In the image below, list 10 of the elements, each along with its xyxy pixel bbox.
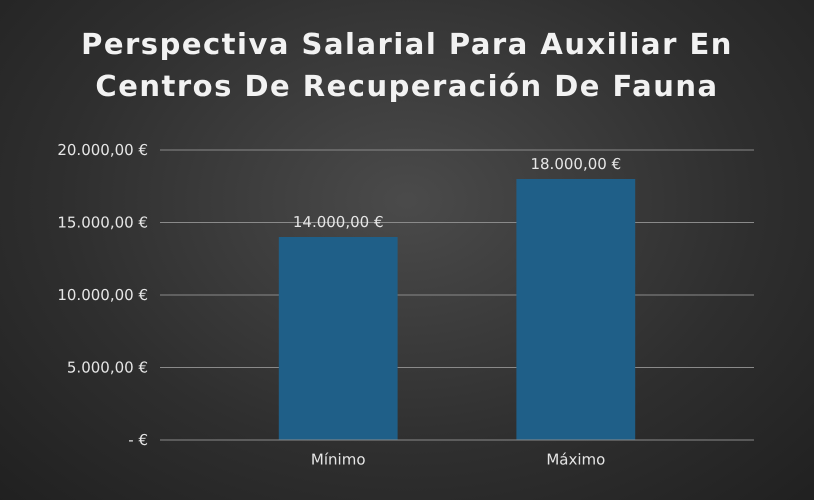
y-tick-label: 5.000,00 € [66, 358, 148, 376]
x-tick-label: Máximo [546, 450, 606, 469]
chart-title: Perspectiva Salarial Para Auxiliar En Centros De Recuperación De Fauna [81, 27, 733, 103]
y-tick-label: 10.000,00 € [57, 286, 148, 304]
y-tick-label: 15.000,00 € [57, 213, 148, 232]
data-label: 18.000,00 € [530, 155, 622, 173]
x-tick-label: Mínimo [310, 450, 366, 469]
y-tick-label: 20.000,00 € [57, 140, 148, 159]
y-tick-label: - € [128, 430, 148, 449]
data-label: 14.000,00 € [292, 213, 384, 231]
